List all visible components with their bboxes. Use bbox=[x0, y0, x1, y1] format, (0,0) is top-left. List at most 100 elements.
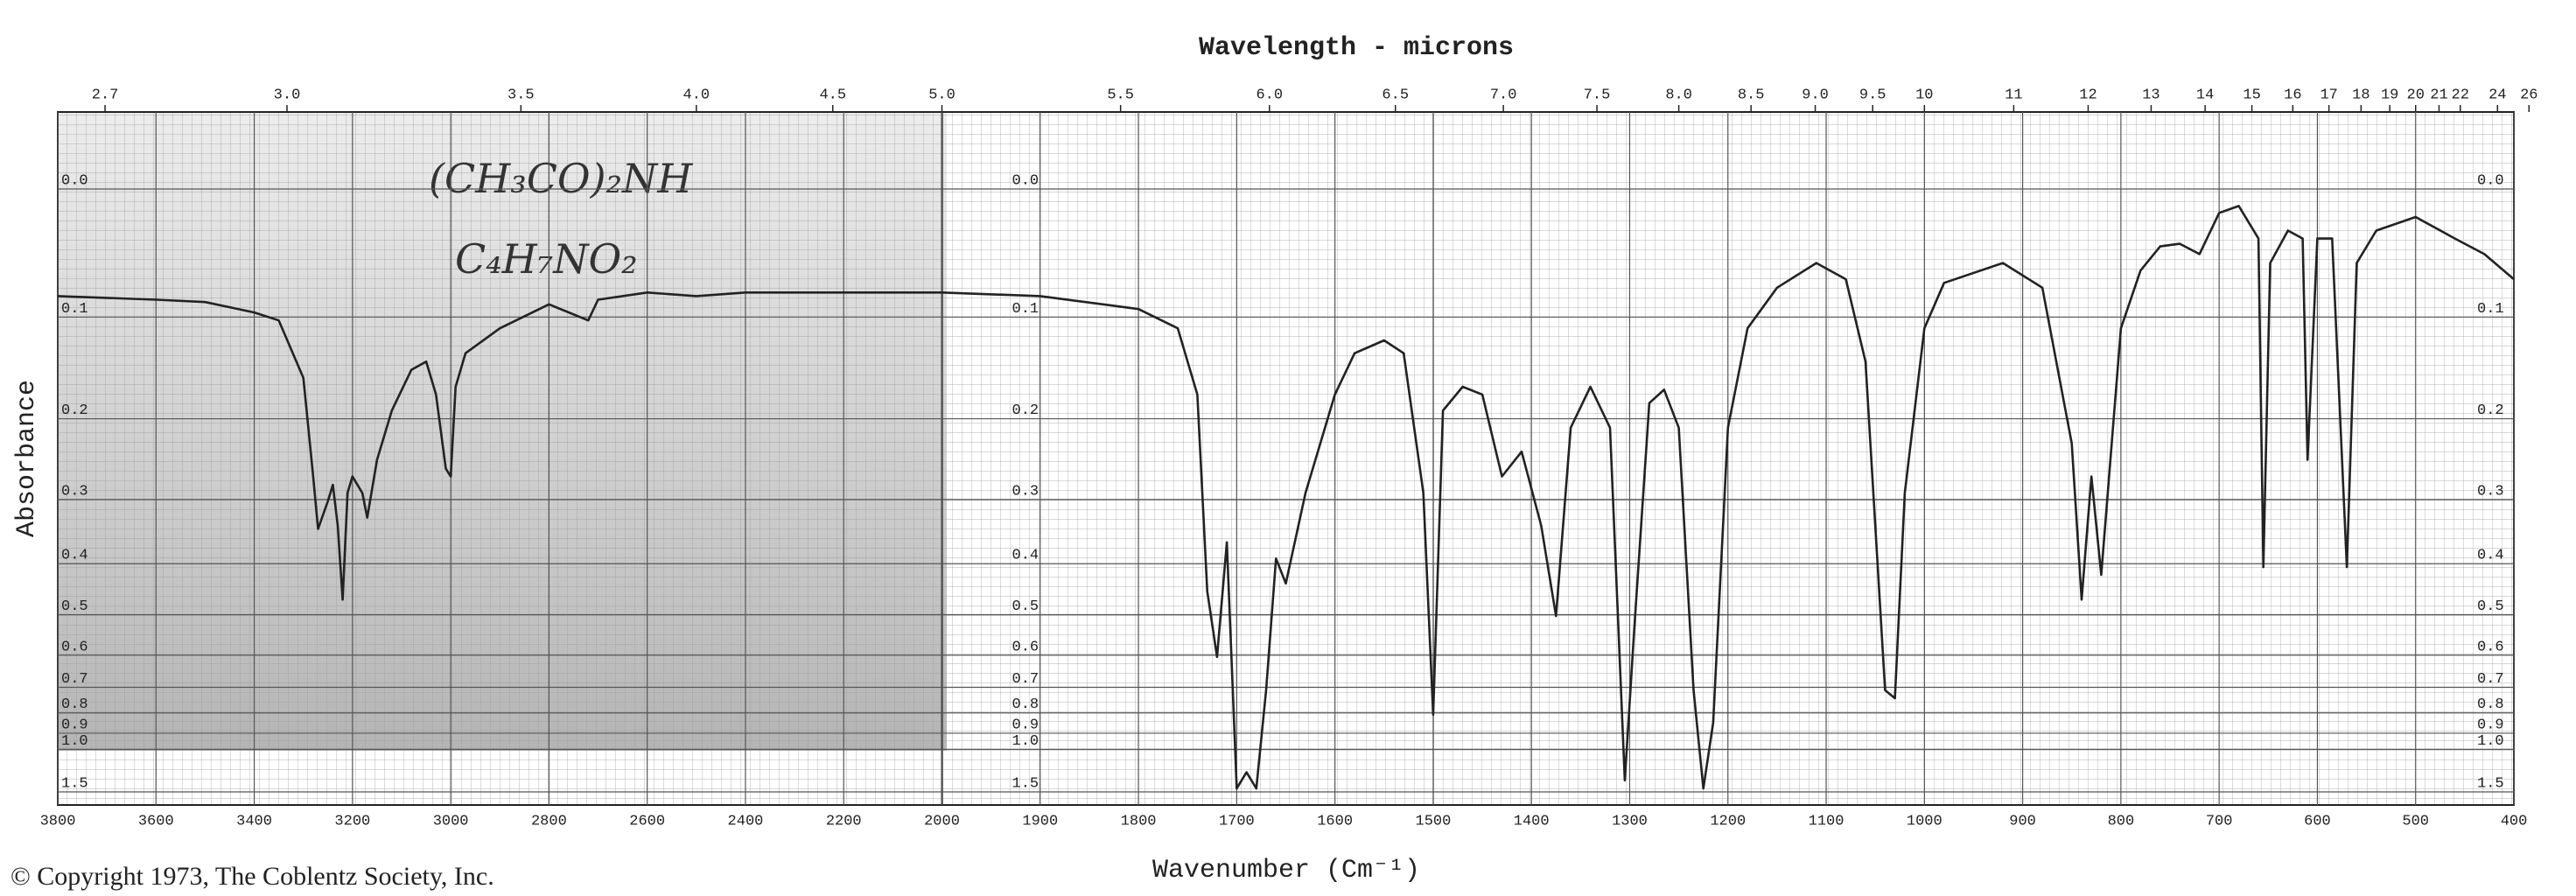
x-tick-label: 700 bbox=[2206, 813, 2233, 830]
y-tick-label: 0.7 bbox=[1012, 671, 1040, 688]
x2-tick-label: 6.0 bbox=[1256, 87, 1283, 103]
x2-tick-label: 18 bbox=[2352, 87, 2370, 103]
y-tick-label: 1.5 bbox=[1012, 775, 1040, 792]
y-tick-label: 0.2 bbox=[1012, 402, 1040, 419]
x-tick-label: 1600 bbox=[1317, 813, 1353, 830]
x-tick-label: 2000 bbox=[924, 813, 960, 830]
y-tick-label: 0.7 bbox=[2477, 671, 2504, 688]
x-tick-label: 2400 bbox=[728, 813, 764, 830]
y-tick-label: 0.9 bbox=[61, 717, 88, 733]
x2-tick-label: 7.0 bbox=[1490, 87, 1517, 103]
x2-tick-label: 24 bbox=[2488, 87, 2506, 103]
x2-tick-label: 13 bbox=[2142, 87, 2160, 103]
x2-tick-label: 10 bbox=[1915, 87, 1933, 103]
x2-tick-label: 14 bbox=[2196, 87, 2214, 103]
x2-tick-label: 5.5 bbox=[1107, 87, 1134, 103]
y-tick-label: 0.0 bbox=[2477, 172, 2504, 189]
x-tick-label: 1400 bbox=[1514, 813, 1550, 830]
x2-tick-label: 4.5 bbox=[819, 87, 846, 103]
x2-tick-label: 6.5 bbox=[1382, 87, 1409, 103]
y-tick-label: 0.3 bbox=[2477, 483, 2504, 500]
y-tick-label: 0.4 bbox=[1012, 548, 1040, 564]
x-tick-label: 3000 bbox=[433, 813, 469, 830]
x2-tick-label: 3.5 bbox=[508, 87, 535, 103]
y-tick-label: 0.3 bbox=[61, 483, 88, 500]
x-tick-label: 3200 bbox=[334, 813, 370, 830]
x-tick-label: 3800 bbox=[40, 813, 76, 830]
y-tick-label: 1.0 bbox=[2477, 733, 2504, 750]
handwritten-formula: C₄H₇NO₂ bbox=[455, 235, 638, 283]
x2-tick-label: 22 bbox=[2452, 87, 2469, 103]
x-tick-label: 1900 bbox=[1022, 813, 1058, 830]
x-tick-label: 400 bbox=[2501, 813, 2528, 830]
y-tick-label: 0.5 bbox=[1012, 598, 1040, 615]
x2-tick-label: 4.0 bbox=[683, 87, 710, 103]
y-tick-label: 1.5 bbox=[2477, 775, 2504, 792]
y-tick-label: 0.9 bbox=[1012, 717, 1040, 733]
y-tick-label: 1.0 bbox=[1012, 733, 1040, 750]
y-tick-label: 0.1 bbox=[1012, 301, 1040, 318]
y-tick-label: 0.5 bbox=[61, 598, 88, 615]
x2-tick-label: 3.0 bbox=[274, 87, 301, 103]
x-tick-label: 800 bbox=[2108, 813, 2135, 830]
x2-tick-label: 9.0 bbox=[1802, 87, 1829, 103]
x-tick-label: 1500 bbox=[1416, 813, 1452, 830]
x2-tick-label: 11 bbox=[2005, 87, 2022, 103]
x-tick-label: 1100 bbox=[1809, 813, 1844, 830]
y-tick-label: 0.8 bbox=[61, 696, 88, 713]
x-tick-label: 1300 bbox=[1612, 813, 1648, 830]
x-tick-label: 1800 bbox=[1121, 813, 1157, 830]
y-tick-label: 0.0 bbox=[1012, 172, 1040, 189]
x2-tick-label: 2.7 bbox=[92, 87, 119, 103]
x-tick-label: 1700 bbox=[1219, 813, 1255, 830]
y-tick-label: 0.7 bbox=[61, 671, 88, 688]
y-tick-label: 0.2 bbox=[61, 402, 88, 419]
y-tick-label: 1.0 bbox=[61, 733, 88, 750]
spectrum-line bbox=[57, 205, 2515, 790]
x-tick-label: 2800 bbox=[531, 813, 567, 830]
x2-tick-label: 16 bbox=[2284, 87, 2301, 103]
x2-tick-label: 21 bbox=[2430, 87, 2447, 103]
y-tick-label: 0.5 bbox=[2477, 598, 2504, 615]
y-tick-label: 0.1 bbox=[2477, 301, 2504, 318]
y-tick-label: 0.3 bbox=[1012, 483, 1040, 500]
y-tick-label: 0.6 bbox=[2477, 639, 2504, 655]
y-axis-label: Absorbance bbox=[12, 380, 42, 537]
y-tick-label: 0.2 bbox=[2477, 402, 2504, 419]
x-tick-label: 2200 bbox=[826, 813, 862, 830]
x2-tick-label: 19 bbox=[2381, 87, 2398, 103]
x2-tick-label: 15 bbox=[2243, 87, 2260, 103]
y-tick-label: 0.8 bbox=[2477, 696, 2504, 713]
y-tick-label: 0.1 bbox=[61, 301, 88, 318]
x-tick-label: 900 bbox=[2009, 813, 2036, 830]
x2-tick-label: 17 bbox=[2320, 87, 2337, 103]
x-tick-label: 3600 bbox=[138, 813, 174, 830]
x2-tick-label: 9.5 bbox=[1859, 87, 1886, 103]
y-tick-label: 0.4 bbox=[61, 548, 88, 564]
x-tick-label: 3400 bbox=[236, 813, 272, 830]
copyright: © Copyright 1973, The Coblentz Society, … bbox=[10, 862, 494, 891]
x-axis-label: Wavenumber (Cm⁻¹) bbox=[1152, 856, 1420, 886]
x2-tick-label: 26 bbox=[2520, 87, 2538, 103]
minor-grid bbox=[58, 112, 2514, 805]
x2-tick-label: 7.5 bbox=[1584, 87, 1611, 103]
x-tick-label: 2600 bbox=[629, 813, 665, 830]
x2-tick-label: 20 bbox=[2407, 87, 2425, 103]
y-tick-label: 0.6 bbox=[1012, 639, 1040, 655]
x-tick-label: 600 bbox=[2304, 813, 2331, 830]
x2-tick-label: 12 bbox=[2079, 87, 2096, 103]
y-tick-label: 0.4 bbox=[2477, 548, 2504, 564]
handwritten-formula: (CH₃CO)₂NH bbox=[429, 155, 693, 202]
x-tick-label: 1000 bbox=[1907, 813, 1942, 830]
y-tick-label: 0.0 bbox=[61, 172, 88, 189]
y-tick-label: 0.6 bbox=[61, 639, 88, 655]
y-tick-label: 1.5 bbox=[61, 775, 88, 792]
y-tick-label: 0.9 bbox=[2477, 717, 2504, 733]
x2-tick-label: 8.0 bbox=[1665, 87, 1692, 103]
y-tick-label: 0.8 bbox=[1012, 696, 1040, 713]
chart-title: Wavelength - microns bbox=[1199, 33, 1514, 63]
x2-tick-label: 8.5 bbox=[1738, 87, 1765, 103]
x-tick-label: 1200 bbox=[1710, 813, 1746, 830]
x-tick-label: 500 bbox=[2402, 813, 2429, 830]
